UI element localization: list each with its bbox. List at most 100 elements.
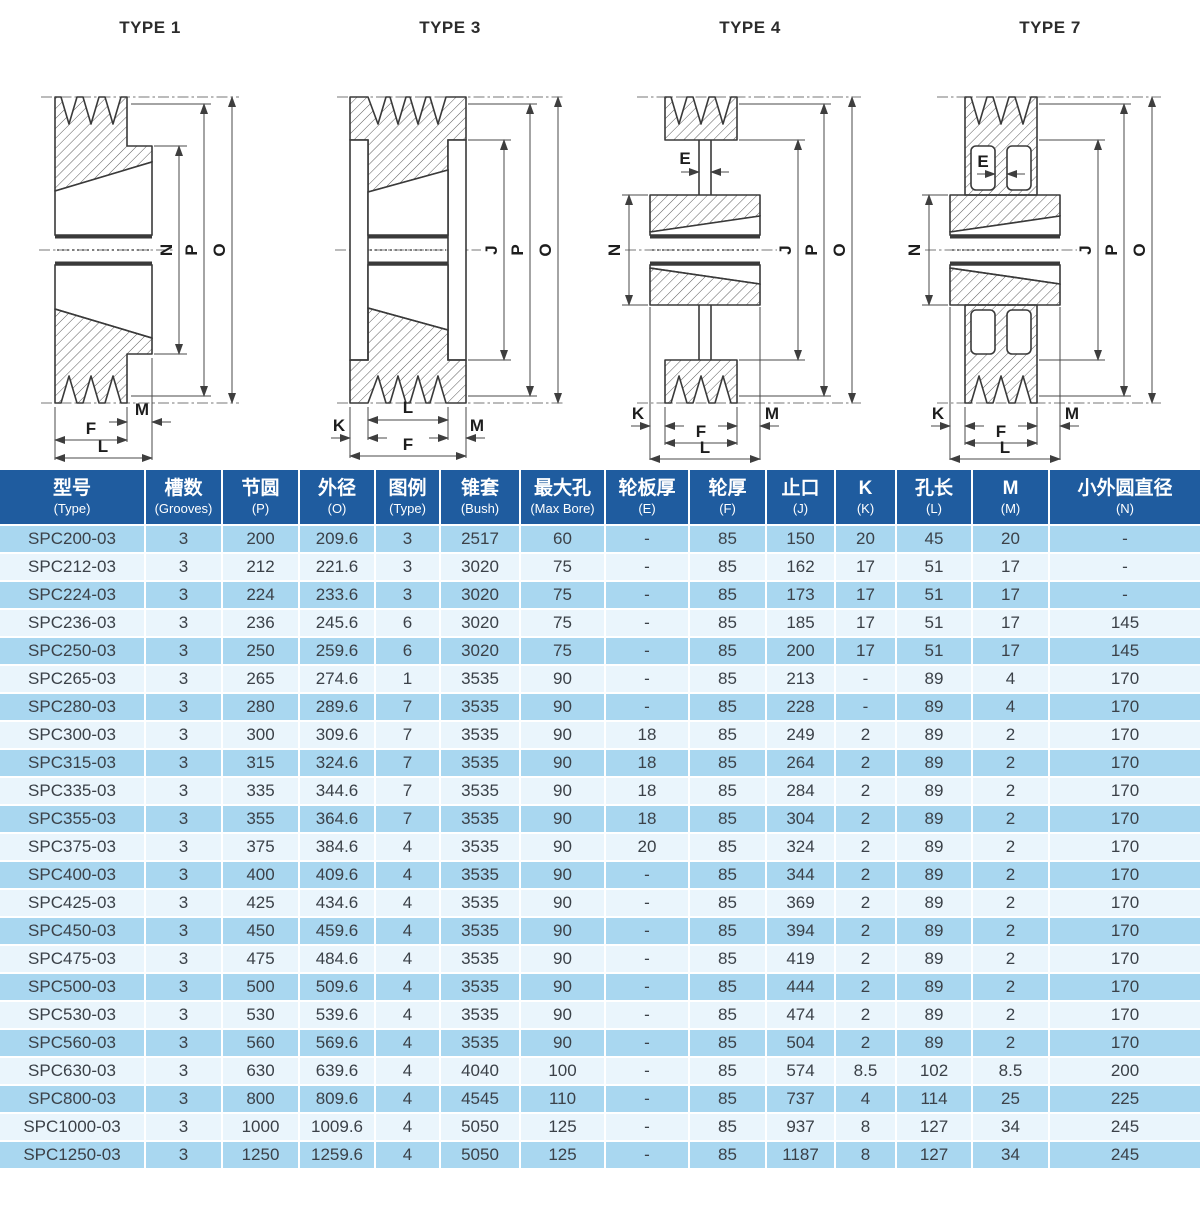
cell: 90 <box>519 1000 606 1031</box>
cell: 90 <box>519 748 606 779</box>
cell: 304 <box>765 804 836 835</box>
cell: 125 <box>519 1140 606 1171</box>
cell: 7 <box>374 692 441 723</box>
cell: 85 <box>688 804 767 835</box>
cell: 18 <box>604 776 690 807</box>
diagram-title-type1: TYPE 1 <box>119 18 181 37</box>
cell: 4 <box>971 692 1050 723</box>
spec-table: 型号 (Type) 槽数 (Grooves) 节圆 (P) 外径 (O) 图例 (Type) 锥套(… <box>0 470 1200 1171</box>
cell: 209.6 <box>298 524 376 555</box>
cell: 3 <box>144 944 223 975</box>
dim-label-L: L <box>98 437 108 456</box>
cell: 265 <box>221 664 300 695</box>
cell-model: SPC425-03 <box>0 888 146 919</box>
column-header-en: (Bush) <box>460 500 500 516</box>
cell: 3 <box>144 776 223 807</box>
cell: 2 <box>834 748 897 779</box>
table-row-SPC450-03: SPC450-03 3 450 459.6 4 3535 90-85 394 2 89 2 170 <box>0 916 1200 947</box>
cell: 569.6 <box>298 1028 376 1059</box>
dim-label-L: L <box>1000 438 1010 457</box>
cell: 2 <box>834 804 897 835</box>
cell: - <box>604 608 690 639</box>
table-row-SPC265-03: SPC265-03 3 265 274.6 1 3535 90-85 213-89 4 170 <box>0 664 1200 695</box>
table-row-SPC200-03: SPC200-03 3 200 209.6 3 2517 60-85 150 20 45 20- <box>0 524 1200 555</box>
cell: 85 <box>688 748 767 779</box>
table-row-SPC800-03: SPC800-03 3 800 809.6 4 4545 110-85 737 4 114 25 22… <box>0 1084 1200 1115</box>
cell: 4 <box>374 888 441 919</box>
cell: - <box>604 888 690 919</box>
cell: 2 <box>834 720 897 751</box>
dim-label-K: K <box>632 404 645 423</box>
cell: 4 <box>374 1140 441 1171</box>
cell: 85 <box>688 916 767 947</box>
cell: - <box>604 1000 690 1031</box>
column-header-9: 止口 (J) <box>765 470 836 527</box>
cell: 4 <box>374 972 441 1003</box>
cell: 6 <box>374 608 441 639</box>
cell: 85 <box>688 1000 767 1031</box>
cell: 233.6 <box>298 580 376 611</box>
diagram-type4: TYPE 4 E <box>600 12 900 470</box>
cell: 280 <box>221 692 300 723</box>
dim-label-J: J <box>1076 245 1095 254</box>
cell: 225 <box>1048 1084 1200 1115</box>
cell: 2 <box>971 748 1050 779</box>
cell: - <box>604 944 690 975</box>
dim-label-F: F <box>403 435 413 454</box>
cell: 530 <box>221 1000 300 1031</box>
column-header-zh: K <box>858 478 873 499</box>
cell: 4 <box>971 664 1050 695</box>
cell: 3 <box>144 1056 223 1087</box>
cell: 384.6 <box>298 832 376 863</box>
column-header-zh: 外径 <box>317 478 356 499</box>
table-row-SPC630-03: SPC630-03 3 630 639.6 4 4040 100-85 574 8.5 102 8.… <box>0 1056 1200 1087</box>
dim-label-L: L <box>700 438 710 457</box>
cell-model: SPC200-03 <box>0 524 146 555</box>
cell: 90 <box>519 776 606 807</box>
cell: 394 <box>765 916 836 947</box>
column-header-en: (N) <box>1115 500 1135 516</box>
cell: 90 <box>519 972 606 1003</box>
cell: 89 <box>895 916 973 947</box>
cell: 85 <box>688 944 767 975</box>
cell: - <box>604 1140 690 1171</box>
dim-label-N: N <box>157 244 176 256</box>
cell: 2 <box>971 888 1050 919</box>
cell: 3 <box>144 1084 223 1115</box>
cell-model: SPC236-03 <box>0 608 146 639</box>
cell: 3 <box>374 580 441 611</box>
column-header-2: 节圆 (P) <box>221 470 300 527</box>
cell: 85 <box>688 580 767 611</box>
cell: - <box>604 1084 690 1115</box>
column-header-en: (P) <box>251 500 270 516</box>
cell: 34 <box>971 1140 1050 1171</box>
cell: 17 <box>971 608 1050 639</box>
cell: 8 <box>834 1140 897 1171</box>
cell: 425 <box>221 888 300 919</box>
cell: 335 <box>221 776 300 807</box>
cell: - <box>604 664 690 695</box>
cell: 45 <box>895 524 973 555</box>
cell: 809.6 <box>298 1084 376 1115</box>
cell: 3535 <box>439 972 521 1003</box>
cell: 3535 <box>439 804 521 835</box>
cell: 170 <box>1048 860 1200 891</box>
cell: 1187 <box>765 1140 836 1171</box>
column-header-zh: 轮厚 <box>708 478 747 499</box>
column-header-zh: 小外圆直径 <box>1077 478 1173 499</box>
cell: 4 <box>374 1000 441 1031</box>
cell: - <box>604 916 690 947</box>
cell: 355 <box>221 804 300 835</box>
cell: 100 <box>519 1056 606 1087</box>
cell: 1009.6 <box>298 1112 376 1143</box>
cell: 170 <box>1048 720 1200 751</box>
cell: 170 <box>1048 692 1200 723</box>
cell: 20 <box>604 832 690 863</box>
column-header-en: (Type) <box>389 500 426 516</box>
cell: 2 <box>971 804 1050 835</box>
dim-label-N: N <box>605 244 624 256</box>
cell-model: SPC475-03 <box>0 944 146 975</box>
cell: 2517 <box>439 524 521 555</box>
cell: 85 <box>688 552 767 583</box>
cell-model: SPC335-03 <box>0 776 146 807</box>
